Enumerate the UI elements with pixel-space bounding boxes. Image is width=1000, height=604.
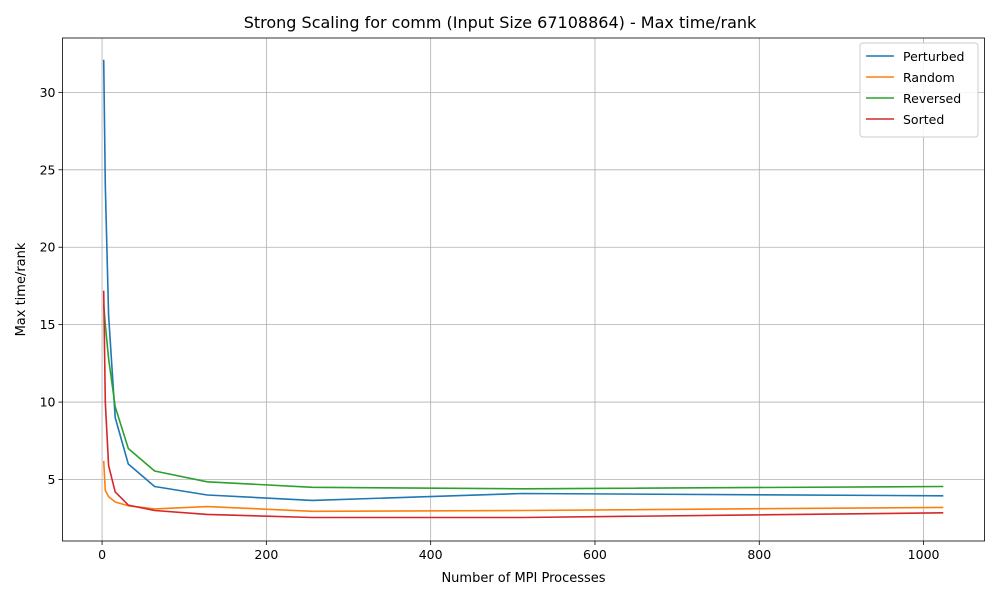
y-tick-label: 25: [40, 162, 56, 177]
series-line-sorted: [102, 290, 944, 519]
chart-title: Strong Scaling for comm (Input Size 6710…: [244, 13, 757, 32]
y-tick-label: 10: [40, 395, 56, 410]
legend-label: Sorted: [903, 112, 944, 127]
series-lines: [102, 59, 944, 519]
x-tick-label: 400: [419, 547, 443, 562]
legend-label: Reversed: [903, 91, 961, 106]
y-tick-label: 30: [40, 85, 56, 100]
legend-label: Random: [903, 70, 955, 85]
plot-frame: [62, 37, 985, 542]
legend: Perturbed Random Reversed Sorted: [859, 42, 979, 138]
x-axis-ticks: 0 200 400 600 800 1000: [98, 541, 940, 562]
x-tick-label: 800: [747, 547, 771, 562]
y-tick-label: 20: [40, 240, 56, 255]
grid: [62, 38, 985, 541]
x-tick-label: 600: [583, 547, 607, 562]
series-line-reversed: [102, 304, 944, 490]
x-axis-label: Number of MPI Processes: [441, 571, 605, 586]
y-tick-label: 5: [48, 472, 56, 487]
series-line-perturbed: [102, 59, 944, 502]
y-tick-label: 15: [40, 317, 56, 332]
x-tick-label: 0: [98, 547, 106, 562]
y-axis-ticks: 5 10 15 20 25 30: [40, 85, 63, 487]
y-axis-label: Max time/rank: [14, 242, 29, 336]
x-tick-label: 200: [254, 547, 278, 562]
legend-label: Perturbed: [903, 49, 964, 64]
legend-box: [859, 42, 979, 138]
x-tick-label: 1000: [908, 547, 940, 562]
